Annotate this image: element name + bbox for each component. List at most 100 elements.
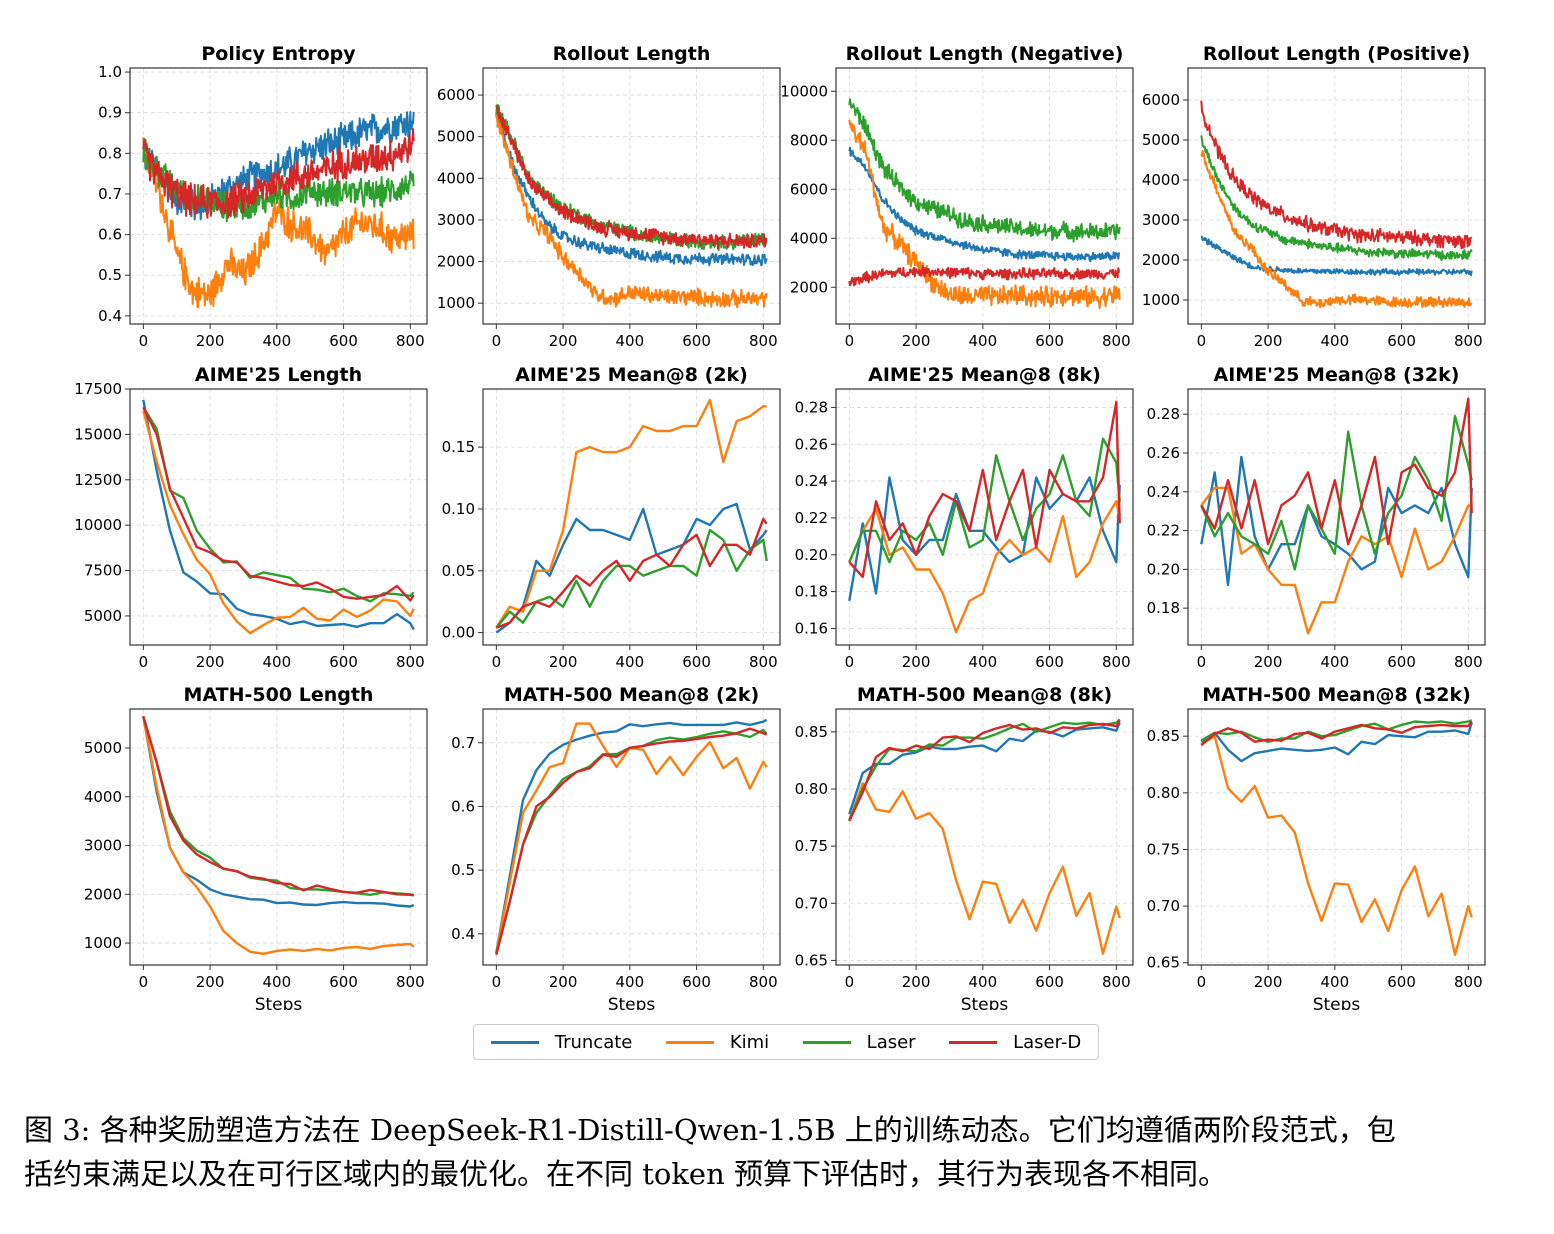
panel-aime-25-mean-8-2k: 0 200 400 600 800 0.00 0.05 0.10 0.15 AIME'25 Mea…	[442, 364, 781, 671]
series-line-truncate	[848, 476, 1121, 602]
y-tick-label: 3000	[1142, 211, 1180, 229]
x-tick-label: 600	[329, 973, 358, 991]
x-tick-label: 200	[196, 973, 225, 991]
legend-swatch-truncate	[490, 1040, 539, 1044]
x-axis-label: Steps	[255, 995, 303, 1010]
y-tick-label: 4000	[790, 229, 828, 247]
y-tick-label: 6000	[437, 86, 475, 104]
panel-title: Rollout Length (Negative)	[846, 43, 1124, 65]
legend-item-truncate: Truncate	[490, 1032, 632, 1053]
x-tick-label: 800	[749, 973, 778, 991]
series-line-laser	[142, 715, 415, 897]
y-tick-label: 5000	[84, 739, 122, 757]
y-tick-label: 0.6	[98, 226, 122, 244]
x-tick-label: 200	[902, 332, 931, 350]
x-tick-label: 800	[1102, 973, 1131, 991]
panel-policy-entropy: 0 200 400 600 800 0.4 0.5 0.6 0.7 0.8 0.9 1.0 Policy…	[98, 43, 428, 350]
series-line-kimi	[1200, 149, 1473, 309]
series-line-truncate	[495, 718, 768, 954]
series-line-truncate	[495, 502, 768, 634]
series-line-kimi	[142, 716, 415, 955]
y-tick-label: 1000	[1142, 291, 1180, 309]
series-line-laser	[495, 728, 768, 954]
y-tick-label: 1.0	[98, 63, 122, 81]
x-tick-label: 400	[1321, 332, 1350, 350]
y-tick-label: 3000	[84, 837, 122, 855]
y-tick-label: 0.20	[1147, 560, 1180, 578]
y-tick-label: 0.5	[98, 266, 122, 284]
y-tick-label: 4000	[437, 169, 475, 187]
legend-item-laser-d: Laser-D	[949, 1032, 1081, 1053]
x-tick-label: 600	[1387, 973, 1416, 991]
x-tick-label: 0	[1197, 653, 1207, 671]
series-line-laser-d	[142, 128, 415, 219]
legend-swatch-laser	[802, 1040, 851, 1044]
x-tick-label: 800	[1454, 332, 1483, 350]
series-line-laser-d	[142, 715, 414, 896]
series-line-laser-d	[495, 104, 768, 250]
panel-aime-25-mean-8-32k: 0 200 400 600 800 0.18 0.20 0.22 0.24 0.26 0.28 AIM…	[1147, 364, 1486, 671]
series-line-truncate	[1200, 235, 1473, 277]
y-tick-label: 0.7	[98, 185, 122, 203]
y-tick-label: 0.22	[1147, 522, 1180, 540]
panel-aime-25-length: 0 200 400 600 800 5000 7500 10000 12500 15000 1750…	[74, 364, 428, 671]
y-tick-label: 6000	[1142, 91, 1180, 109]
y-tick-label: 3000	[437, 211, 475, 229]
x-tick-label: 600	[682, 332, 711, 350]
x-tick-label: 400	[616, 653, 645, 671]
panel-title: MATH-500 Length	[184, 684, 374, 706]
y-tick-label: 12500	[74, 471, 122, 489]
x-tick-label: 400	[969, 332, 998, 350]
panel-title: Policy Entropy	[201, 43, 356, 65]
panel-math-500-mean-8-8k: 0 200 400 600 800 0.65 0.70 0.75 0.80 0.85 MATH-50…	[795, 684, 1134, 1010]
y-tick-label: 8000	[790, 131, 828, 149]
y-tick-label: 0.70	[1147, 897, 1180, 915]
x-tick-label: 400	[969, 653, 998, 671]
y-tick-label: 0.18	[1147, 599, 1180, 617]
legend-label-laser-d: Laser-D	[1013, 1031, 1082, 1053]
axes-frame	[835, 67, 1134, 325]
y-tick-label: 0.9	[98, 104, 122, 122]
series-line-laser	[1200, 415, 1473, 571]
x-tick-label: 0	[1197, 973, 1207, 991]
x-tick-label: 400	[263, 653, 292, 671]
y-tick-label: 4000	[1142, 171, 1180, 189]
legend-item-laser: Laser	[802, 1032, 916, 1053]
axes-frame	[129, 708, 428, 966]
series-line-laser-d	[1200, 397, 1473, 546]
axes-frame	[1187, 708, 1486, 966]
panel-title: MATH-500 Mean@8 (32k)	[1202, 684, 1471, 706]
series-line-laser-d	[848, 264, 1121, 287]
axes-frame	[482, 708, 781, 966]
y-tick-label: 0.10	[442, 500, 475, 518]
y-tick-label: 7500	[84, 562, 122, 580]
x-tick-label: 400	[263, 973, 292, 991]
series-line-laser	[848, 437, 1121, 564]
x-tick-label: 800	[396, 653, 425, 671]
x-tick-label: 0	[845, 332, 855, 350]
y-tick-label: 0.24	[1147, 483, 1180, 501]
series-line-truncate	[1200, 722, 1473, 763]
x-tick-label: 200	[1254, 973, 1283, 991]
x-tick-label: 800	[396, 973, 425, 991]
legend-item-kimi: Kimi	[665, 1032, 769, 1053]
figure-grid: 0 200 400 600 800 0.4 0.5 0.6 0.7 0.8 0.9 1.0 Policy…	[74, 43, 1486, 1010]
x-tick-label: 800	[1454, 973, 1483, 991]
y-tick-label: 0.15	[442, 438, 475, 456]
y-tick-label: 0.65	[1147, 954, 1180, 972]
y-tick-label: 5000	[437, 128, 475, 146]
y-tick-label: 0.18	[795, 583, 828, 601]
y-tick-label: 2000	[84, 885, 122, 903]
y-tick-label: 17500	[74, 380, 122, 398]
panel-rollout-length-positive: 0 200 400 600 800 1000 2000 3000 4000 5000 6000 Rol…	[1142, 43, 1486, 350]
series-line-laser-d	[1200, 100, 1473, 250]
panel-math-500-length: 0 200 400 600 800 1000 2000 3000 4000 5000 MATH-50…	[84, 684, 428, 1010]
series-line-laser-d	[142, 406, 415, 602]
y-tick-label: 5000	[1142, 131, 1180, 149]
x-tick-label: 400	[616, 332, 645, 350]
y-tick-label: 0.85	[795, 723, 828, 741]
y-tick-label: 2000	[1142, 251, 1180, 269]
x-tick-label: 600	[1035, 653, 1064, 671]
figure-caption: 图 3: 各种奖励塑造方法在 DeepSeek-R1-Distill-Qwen-…	[24, 1108, 1534, 1196]
y-tick-label: 2000	[437, 253, 475, 271]
